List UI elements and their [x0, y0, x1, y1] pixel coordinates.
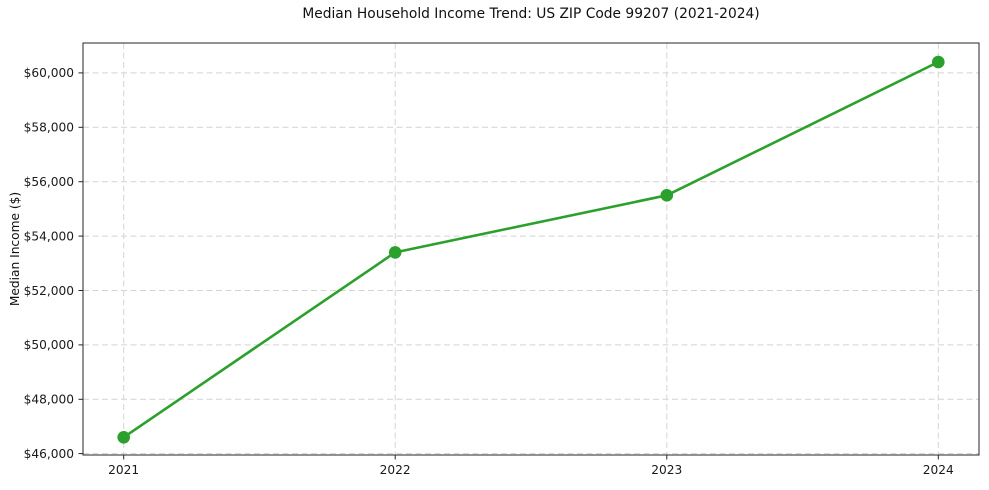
x-tick-label: 2022 [380, 463, 411, 477]
y-tick-label: $50,000 [24, 338, 74, 352]
y-tick-label: $52,000 [24, 284, 74, 298]
x-tick-label: 2024 [923, 463, 954, 477]
y-tick-label: $54,000 [24, 229, 74, 243]
data-point-2022 [388, 246, 402, 259]
x-tick-label: 2023 [651, 463, 682, 477]
data-point-2021 [117, 431, 130, 444]
y-tick-label: $56,000 [24, 175, 74, 189]
y-tick-label: $48,000 [24, 393, 74, 407]
chart-title: Median Household Income Trend: US ZIP Co… [302, 6, 760, 22]
data-point-2024 [932, 55, 945, 69]
x-tick-label: 2021 [108, 463, 139, 477]
y-tick-label: $60,000 [24, 66, 74, 80]
plot-frame [82, 42, 980, 456]
y-tick-label: $58,000 [24, 121, 74, 135]
income-trend-line [122, 60, 940, 439]
y-axis-label: Median Income ($) [8, 191, 22, 307]
data-point-2023 [660, 189, 674, 202]
y-tick-label: $46,000 [24, 447, 74, 461]
